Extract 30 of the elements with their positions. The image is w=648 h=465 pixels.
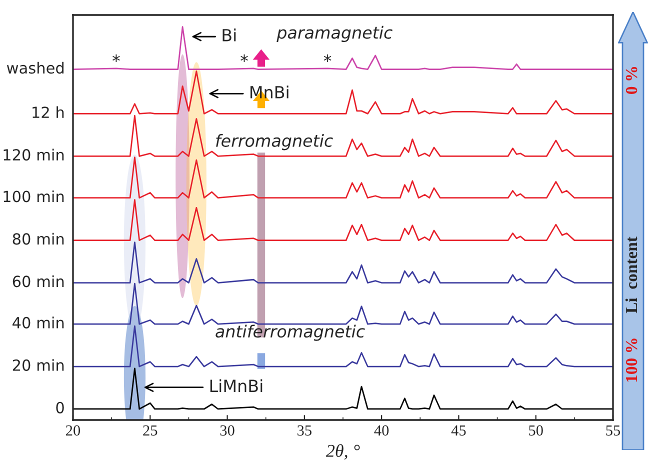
series-label: 40 min <box>12 316 64 328</box>
series-label: 120 min <box>4 148 64 161</box>
series-label: 12 h <box>32 106 64 118</box>
annotation: * <box>112 54 120 62</box>
x-tick-label: 40 <box>374 425 389 436</box>
x-tick-label: 20 <box>66 425 80 436</box>
x-tick-label: 30 <box>220 425 234 436</box>
x-tick-label: 50 <box>529 425 543 436</box>
annotation: ferromagnetic <box>216 134 333 150</box>
annotation: Bi <box>222 28 236 42</box>
x-tick-label: 45 <box>451 425 466 436</box>
x-tick-label: 35 <box>298 425 312 436</box>
series-label: 0 <box>56 402 64 414</box>
x-tick-label: 55 <box>606 425 620 436</box>
series-label: 60 min <box>12 275 64 288</box>
annotation: * <box>324 54 332 62</box>
annotation: MnBi <box>250 86 288 98</box>
series-label: 100 min <box>4 190 64 202</box>
annotation: * <box>240 54 248 62</box>
annotation: antiferromagnetic <box>216 324 365 341</box>
x-axis-title: 2θ, ° <box>326 444 360 460</box>
text: Li content <box>625 236 638 314</box>
text: 100 % <box>626 338 638 382</box>
series-label: 20 min <box>12 359 64 371</box>
series-label: 80 min <box>12 232 64 245</box>
annotation: LiMnBi <box>210 379 262 392</box>
annotation: paramagnetic <box>276 26 392 42</box>
text: 0 % <box>626 66 638 94</box>
x-tick-label: 25 <box>143 425 158 436</box>
series-label: washed <box>6 62 64 74</box>
